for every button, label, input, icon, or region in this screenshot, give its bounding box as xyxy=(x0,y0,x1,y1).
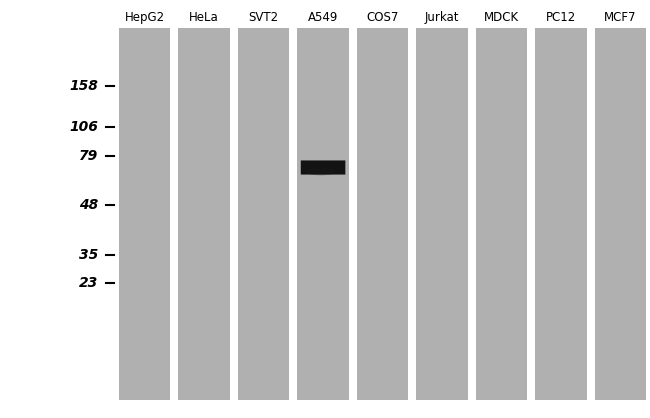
Text: PC12: PC12 xyxy=(546,11,576,24)
Text: HeLa: HeLa xyxy=(189,11,219,24)
Bar xyxy=(297,28,349,400)
Text: COS7: COS7 xyxy=(367,11,398,24)
Text: 35: 35 xyxy=(79,248,98,262)
FancyBboxPatch shape xyxy=(301,161,345,175)
Text: HepG2: HepG2 xyxy=(125,11,165,24)
Text: 23: 23 xyxy=(79,276,98,290)
Text: Jurkat: Jurkat xyxy=(424,11,459,24)
Bar xyxy=(238,28,289,400)
Text: 158: 158 xyxy=(69,79,98,93)
Bar xyxy=(595,28,646,400)
Text: 48: 48 xyxy=(79,198,98,212)
Bar xyxy=(119,28,170,400)
Ellipse shape xyxy=(306,168,337,175)
Text: MDCK: MDCK xyxy=(484,11,519,24)
Text: MCF7: MCF7 xyxy=(604,11,636,24)
Text: 79: 79 xyxy=(79,149,98,163)
Text: 106: 106 xyxy=(69,120,98,134)
Bar xyxy=(535,28,586,400)
Text: SVT2: SVT2 xyxy=(248,11,279,24)
Bar xyxy=(357,28,408,400)
Bar xyxy=(416,28,467,400)
Text: A549: A549 xyxy=(308,11,338,24)
Bar xyxy=(476,28,527,400)
Bar xyxy=(179,28,230,400)
